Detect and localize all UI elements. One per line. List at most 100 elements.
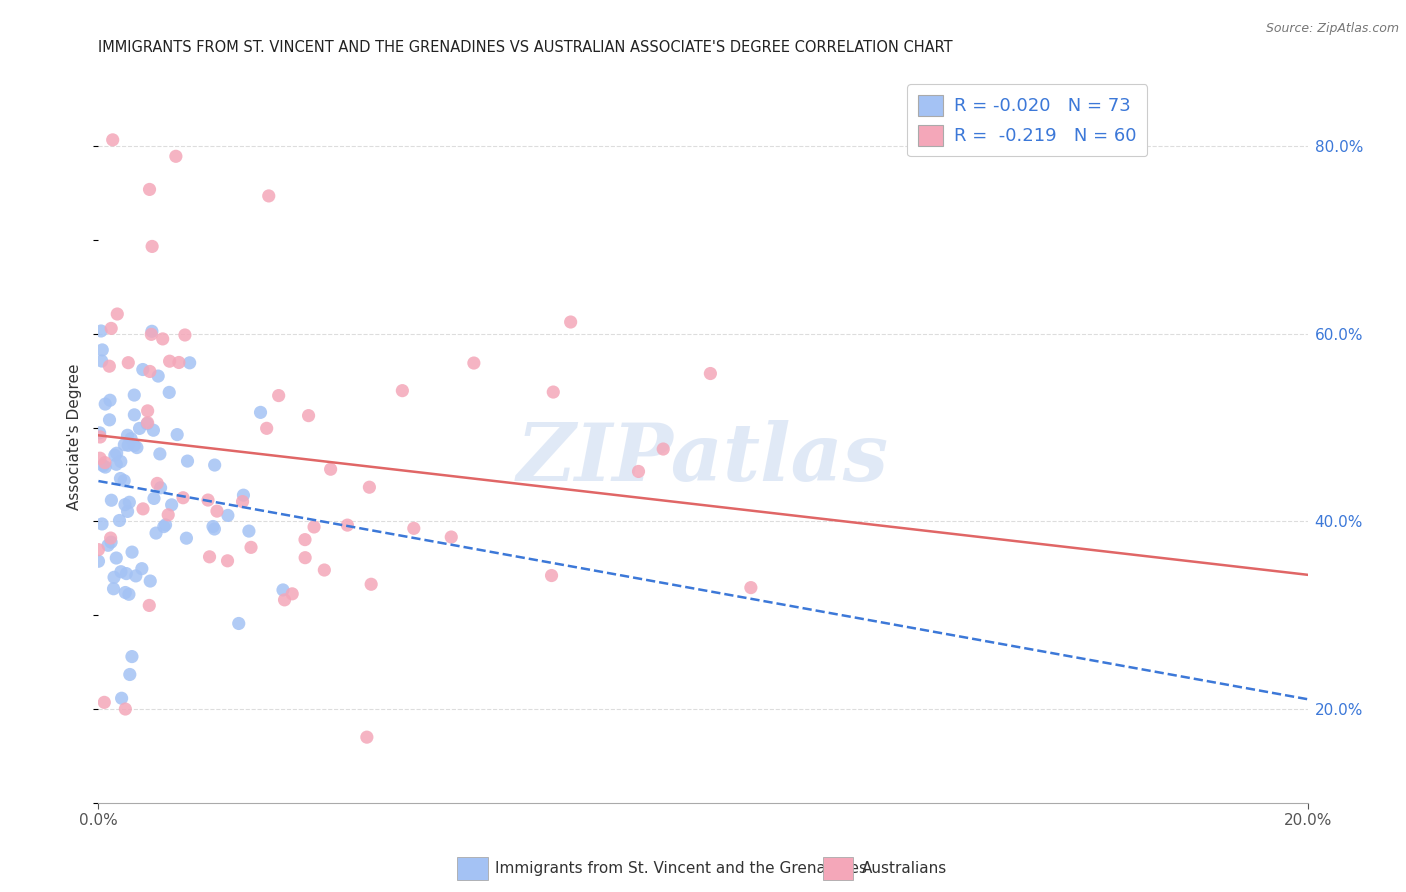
Point bbox=[257, 189, 280, 203]
Point bbox=[143, 491, 166, 506]
Point bbox=[94, 456, 117, 470]
Point bbox=[149, 447, 172, 461]
Point bbox=[232, 494, 254, 508]
Point bbox=[110, 471, 132, 485]
Point bbox=[463, 356, 485, 370]
Point bbox=[172, 491, 194, 505]
Point bbox=[297, 409, 319, 423]
Point bbox=[121, 649, 143, 664]
Point bbox=[91, 343, 114, 357]
Point bbox=[152, 332, 174, 346]
Point bbox=[319, 462, 342, 476]
Point bbox=[94, 460, 117, 475]
Point bbox=[146, 476, 169, 491]
Point bbox=[560, 315, 582, 329]
Point bbox=[87, 554, 110, 568]
Point bbox=[165, 149, 187, 163]
Point bbox=[302, 520, 325, 534]
Point bbox=[114, 498, 136, 512]
Point bbox=[103, 570, 125, 584]
Point bbox=[112, 474, 135, 488]
Point bbox=[152, 519, 174, 533]
Point bbox=[118, 587, 141, 601]
Point bbox=[112, 438, 135, 452]
Point bbox=[136, 404, 159, 418]
Point bbox=[100, 321, 122, 335]
Point bbox=[117, 428, 139, 442]
Point bbox=[89, 430, 111, 444]
Point bbox=[108, 514, 131, 528]
Point bbox=[238, 524, 260, 538]
Point bbox=[149, 481, 172, 495]
Point bbox=[118, 667, 141, 681]
Point bbox=[217, 554, 239, 568]
Point bbox=[360, 577, 382, 591]
Point bbox=[160, 498, 183, 512]
Point bbox=[105, 458, 128, 472]
Point bbox=[132, 501, 155, 516]
Point bbox=[197, 493, 219, 508]
Point bbox=[124, 408, 146, 422]
Point bbox=[90, 324, 112, 338]
Point bbox=[155, 517, 177, 532]
Point bbox=[98, 393, 121, 408]
Point bbox=[157, 385, 180, 400]
Point bbox=[105, 551, 128, 566]
Point bbox=[117, 438, 139, 452]
Point bbox=[125, 441, 148, 455]
Text: Immigrants from St. Vincent and the Grenadines: Immigrants from St. Vincent and the Gren… bbox=[495, 862, 868, 876]
Point bbox=[117, 504, 139, 518]
Point bbox=[141, 239, 163, 253]
Point bbox=[104, 448, 127, 462]
Point bbox=[166, 427, 188, 442]
Point bbox=[115, 566, 138, 581]
Point bbox=[118, 495, 141, 509]
Point bbox=[314, 563, 336, 577]
Point bbox=[120, 432, 142, 446]
Point bbox=[159, 354, 181, 368]
Point bbox=[100, 493, 122, 508]
Point bbox=[122, 438, 145, 452]
Point bbox=[402, 521, 425, 535]
Point bbox=[294, 550, 316, 565]
Point bbox=[543, 385, 565, 400]
Point bbox=[136, 417, 159, 431]
Point bbox=[100, 535, 122, 549]
Point bbox=[139, 364, 162, 378]
Point bbox=[114, 585, 136, 599]
Point bbox=[148, 369, 170, 384]
Point bbox=[98, 359, 121, 374]
Point bbox=[176, 531, 198, 545]
Text: Source: ZipAtlas.com: Source: ZipAtlas.com bbox=[1265, 22, 1399, 36]
Point bbox=[391, 384, 413, 398]
Point bbox=[89, 451, 111, 466]
Point bbox=[256, 421, 278, 435]
Point bbox=[139, 574, 162, 588]
Point bbox=[89, 425, 111, 440]
Point bbox=[90, 354, 112, 368]
Point bbox=[281, 587, 304, 601]
Point bbox=[100, 531, 122, 545]
Point bbox=[157, 508, 180, 522]
Point bbox=[101, 133, 124, 147]
Point bbox=[132, 362, 155, 376]
Point bbox=[740, 581, 762, 595]
Point bbox=[105, 307, 128, 321]
Point bbox=[142, 423, 165, 437]
Point bbox=[205, 504, 228, 518]
Legend: R = -0.020   N = 73, R =  -0.219   N = 60: R = -0.020 N = 73, R = -0.219 N = 60 bbox=[907, 84, 1147, 156]
Point bbox=[204, 522, 226, 536]
Point bbox=[336, 518, 359, 533]
Point bbox=[228, 616, 250, 631]
Point bbox=[652, 442, 675, 456]
Point bbox=[179, 356, 201, 370]
Point bbox=[145, 526, 167, 541]
Point bbox=[94, 397, 117, 411]
Point bbox=[97, 538, 120, 552]
Point bbox=[141, 327, 163, 342]
Text: Australians: Australians bbox=[862, 862, 948, 876]
Y-axis label: Associate's Degree: Associate's Degree bbox=[67, 364, 83, 510]
Point bbox=[249, 405, 271, 419]
Point bbox=[128, 421, 150, 435]
Point bbox=[167, 355, 190, 369]
